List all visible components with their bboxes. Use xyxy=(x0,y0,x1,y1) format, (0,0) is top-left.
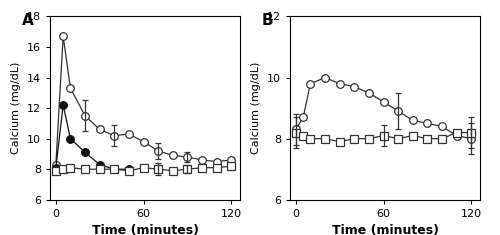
X-axis label: Time (minutes): Time (minutes) xyxy=(332,224,438,235)
X-axis label: Time (minutes): Time (minutes) xyxy=(92,224,198,235)
Text: B: B xyxy=(262,13,273,28)
Y-axis label: Calcium (mg/dL): Calcium (mg/dL) xyxy=(12,62,22,154)
Text: A: A xyxy=(22,13,33,28)
Y-axis label: Calcium (mg/dL): Calcium (mg/dL) xyxy=(252,62,262,154)
